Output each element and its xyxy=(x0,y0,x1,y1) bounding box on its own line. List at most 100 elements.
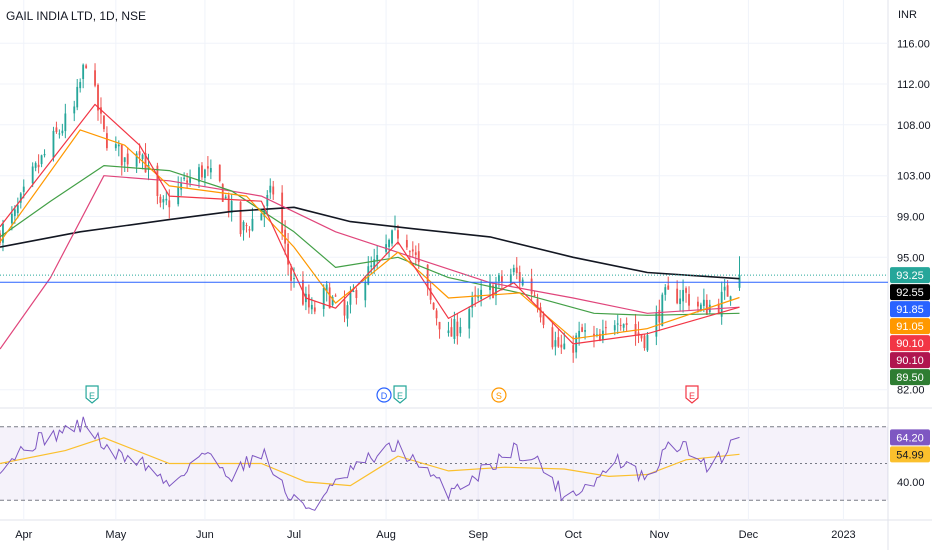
candle-body xyxy=(76,86,79,108)
candle-body xyxy=(94,70,96,86)
price-axis-label-text: 89.50 xyxy=(896,372,924,384)
chart-title: GAIL INDIA LTD, 1D, NSE xyxy=(6,9,147,23)
candle-body xyxy=(646,335,649,351)
candle-body xyxy=(251,218,254,231)
candle-body xyxy=(637,332,640,336)
candle-body xyxy=(189,178,191,183)
candle-body xyxy=(198,167,200,182)
candle-body xyxy=(97,84,99,111)
candle-body xyxy=(720,291,723,317)
candle-body xyxy=(512,267,515,273)
candle-body xyxy=(578,330,581,339)
candle-body xyxy=(705,299,708,315)
candle-body xyxy=(533,294,536,296)
candle-body xyxy=(495,283,497,296)
candle-body xyxy=(307,294,310,308)
rsi-line xyxy=(0,416,740,511)
candle-body xyxy=(281,192,284,233)
candle-body xyxy=(186,180,189,183)
ema-200-line xyxy=(0,206,740,280)
candle-body xyxy=(331,297,334,306)
candle-body xyxy=(598,333,601,341)
candle-body xyxy=(474,294,477,296)
event-marker-label: D xyxy=(381,391,388,401)
candle-body xyxy=(658,309,661,323)
candle-body xyxy=(664,287,667,295)
event-marker-label: E xyxy=(397,391,403,401)
candle-body xyxy=(492,285,494,299)
candle-body xyxy=(10,213,13,224)
candle-body xyxy=(429,288,432,300)
candle-body xyxy=(447,330,450,334)
candle-body xyxy=(729,296,732,301)
candle-body xyxy=(542,314,545,325)
price-axis-label-badge xyxy=(890,301,930,318)
candle-body xyxy=(563,343,566,350)
candle-body xyxy=(293,278,295,280)
price-axis-label-badge xyxy=(890,267,930,284)
candle-body xyxy=(135,153,138,167)
candle-body xyxy=(126,153,129,165)
x-tick-label: Jun xyxy=(196,529,214,541)
candle-body xyxy=(201,165,203,178)
candle-body xyxy=(697,301,699,307)
y-tick-label: 103.00 xyxy=(897,171,931,183)
candle-body xyxy=(364,282,367,301)
candle-body xyxy=(180,182,183,190)
candle-body xyxy=(355,290,358,299)
candle-body xyxy=(272,186,275,195)
candle-body xyxy=(31,166,34,184)
candle-body xyxy=(313,307,316,312)
x-tick-label: Nov xyxy=(650,529,670,541)
candle-body xyxy=(269,185,272,193)
candle-body xyxy=(584,330,586,332)
candle-body xyxy=(414,252,417,255)
candle-body xyxy=(287,243,290,265)
candle-body xyxy=(432,302,435,310)
candle-body xyxy=(376,255,379,260)
candle-body xyxy=(165,198,168,201)
candle-body xyxy=(290,268,292,281)
candle-body xyxy=(346,305,349,319)
ema-10-line xyxy=(0,129,740,340)
candle-body xyxy=(498,275,500,282)
candle-body xyxy=(500,276,503,283)
candle-body xyxy=(688,294,690,306)
candle-body xyxy=(168,200,171,208)
y-tick-label: 108.00 xyxy=(897,120,931,132)
candle-body xyxy=(22,186,25,192)
price-axis-label-badge xyxy=(890,369,930,386)
candle-body xyxy=(643,335,646,349)
candle-body xyxy=(224,196,227,199)
event-marker-label: S xyxy=(496,391,502,401)
rsi-axis-label-badge xyxy=(890,446,930,463)
price-axis-label-badge xyxy=(890,335,930,352)
ema-50-line xyxy=(0,175,740,350)
candle-body xyxy=(459,326,462,334)
x-tick-label: Dec xyxy=(739,529,759,541)
candle-body xyxy=(702,299,705,306)
candle-body xyxy=(726,285,729,297)
candle-body xyxy=(260,213,263,221)
candle-body xyxy=(227,195,230,213)
candle-body xyxy=(19,193,22,203)
candle-body xyxy=(242,221,245,231)
candle-body xyxy=(509,274,512,284)
x-tick-label: May xyxy=(105,529,126,541)
x-tick-label: Aug xyxy=(376,529,396,541)
candle-body xyxy=(141,154,144,160)
candle-body xyxy=(13,209,16,216)
rsi-axis-label-text: 54.99 xyxy=(896,449,924,461)
split-event-marker xyxy=(491,387,507,403)
earnings-event-marker xyxy=(685,385,699,404)
price-axis-label-text: 90.10 xyxy=(896,338,924,350)
x-tick-label: Sep xyxy=(468,529,488,541)
candle-body xyxy=(373,259,376,269)
candle-body xyxy=(37,164,40,168)
candle-body xyxy=(622,324,625,328)
candle-body xyxy=(58,133,61,135)
candle-body xyxy=(73,106,76,114)
